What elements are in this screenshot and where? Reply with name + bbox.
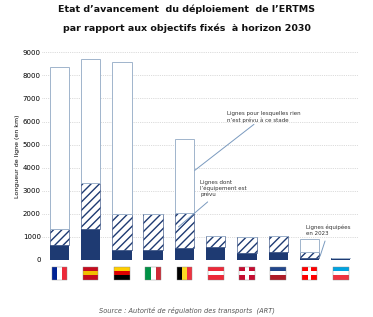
Bar: [300, 258, 319, 260]
Bar: [237, 237, 257, 253]
Bar: [270, 267, 286, 271]
Bar: [269, 252, 288, 260]
Bar: [206, 236, 225, 247]
Bar: [81, 229, 100, 260]
Bar: [270, 267, 286, 280]
Bar: [333, 267, 349, 271]
Bar: [81, 59, 100, 183]
Bar: [270, 275, 286, 280]
Bar: [239, 267, 255, 271]
Bar: [114, 271, 130, 275]
Bar: [144, 214, 163, 249]
Bar: [302, 275, 317, 280]
Bar: [302, 267, 317, 271]
Bar: [175, 249, 194, 260]
Bar: [145, 267, 161, 280]
Bar: [239, 271, 255, 275]
Bar: [62, 267, 67, 280]
Bar: [51, 267, 67, 280]
Bar: [300, 239, 319, 252]
Bar: [175, 213, 194, 249]
Bar: [145, 267, 151, 280]
Bar: [239, 267, 255, 280]
Bar: [333, 271, 349, 275]
Bar: [269, 236, 288, 252]
Bar: [50, 67, 69, 229]
Bar: [206, 247, 225, 260]
Bar: [112, 249, 132, 260]
Bar: [177, 267, 182, 280]
Bar: [50, 245, 69, 260]
Bar: [114, 267, 130, 271]
Text: par rapport aux objectifs fixés  à horizon 2030: par rapport aux objectifs fixés à horizo…: [63, 24, 310, 33]
Bar: [51, 267, 57, 280]
Bar: [333, 275, 349, 280]
Bar: [237, 253, 257, 260]
Bar: [83, 267, 98, 271]
Bar: [112, 61, 132, 214]
Bar: [156, 267, 161, 280]
Text: Lignes équipées
en 2023: Lignes équipées en 2023: [306, 224, 351, 256]
Bar: [239, 271, 255, 275]
Bar: [177, 267, 192, 280]
Bar: [239, 275, 255, 280]
Bar: [308, 267, 311, 280]
Text: Source : Autorité de régulation des transports  (ART): Source : Autorité de régulation des tran…: [98, 306, 275, 314]
Bar: [83, 275, 98, 280]
Bar: [208, 267, 223, 271]
Bar: [175, 139, 194, 213]
Bar: [114, 275, 130, 280]
Bar: [114, 267, 130, 280]
Bar: [81, 183, 100, 229]
Bar: [208, 271, 223, 275]
Bar: [208, 275, 223, 280]
Bar: [302, 271, 317, 275]
Bar: [151, 267, 156, 280]
Bar: [182, 267, 187, 280]
Text: Lignes pour lesquelles rien
n’est prévu à ce stade: Lignes pour lesquelles rien n’est prévu …: [195, 111, 300, 170]
Bar: [57, 267, 62, 280]
Text: Etat d’avancement  du déploiement  de l’ERTMS: Etat d’avancement du déploiement de l’ER…: [58, 5, 315, 14]
Bar: [187, 267, 192, 280]
Bar: [83, 271, 98, 275]
Bar: [83, 267, 98, 280]
Bar: [331, 258, 351, 260]
Bar: [302, 271, 317, 275]
Bar: [245, 267, 249, 280]
Bar: [208, 267, 223, 280]
Bar: [112, 214, 132, 249]
Bar: [333, 267, 349, 280]
Bar: [50, 229, 69, 245]
Bar: [302, 267, 317, 280]
Bar: [300, 252, 319, 258]
Bar: [144, 249, 163, 260]
Bar: [270, 271, 286, 275]
Text: Lignes dont
l’équipement est
prévu: Lignes dont l’équipement est prévu: [178, 179, 247, 227]
Y-axis label: Longueur de ligne (en km): Longueur de ligne (en km): [15, 114, 20, 198]
